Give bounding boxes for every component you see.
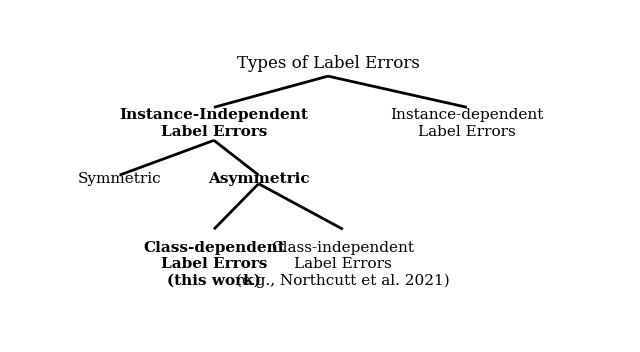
Text: Class-independent
Label Errors
(e.g., Northcutt et al. 2021): Class-independent Label Errors (e.g., No… — [236, 241, 450, 288]
Text: Instance-Independent
Label Errors: Instance-Independent Label Errors — [120, 108, 308, 139]
Text: Types of Label Errors: Types of Label Errors — [237, 55, 419, 73]
Text: Class-dependent
Label Errors
(this work): Class-dependent Label Errors (this work) — [143, 241, 285, 288]
Text: Instance-dependent
Label Errors: Instance-dependent Label Errors — [390, 108, 543, 139]
Text: Asymmetric: Asymmetric — [208, 172, 309, 186]
Text: Symmetric: Symmetric — [78, 172, 161, 186]
